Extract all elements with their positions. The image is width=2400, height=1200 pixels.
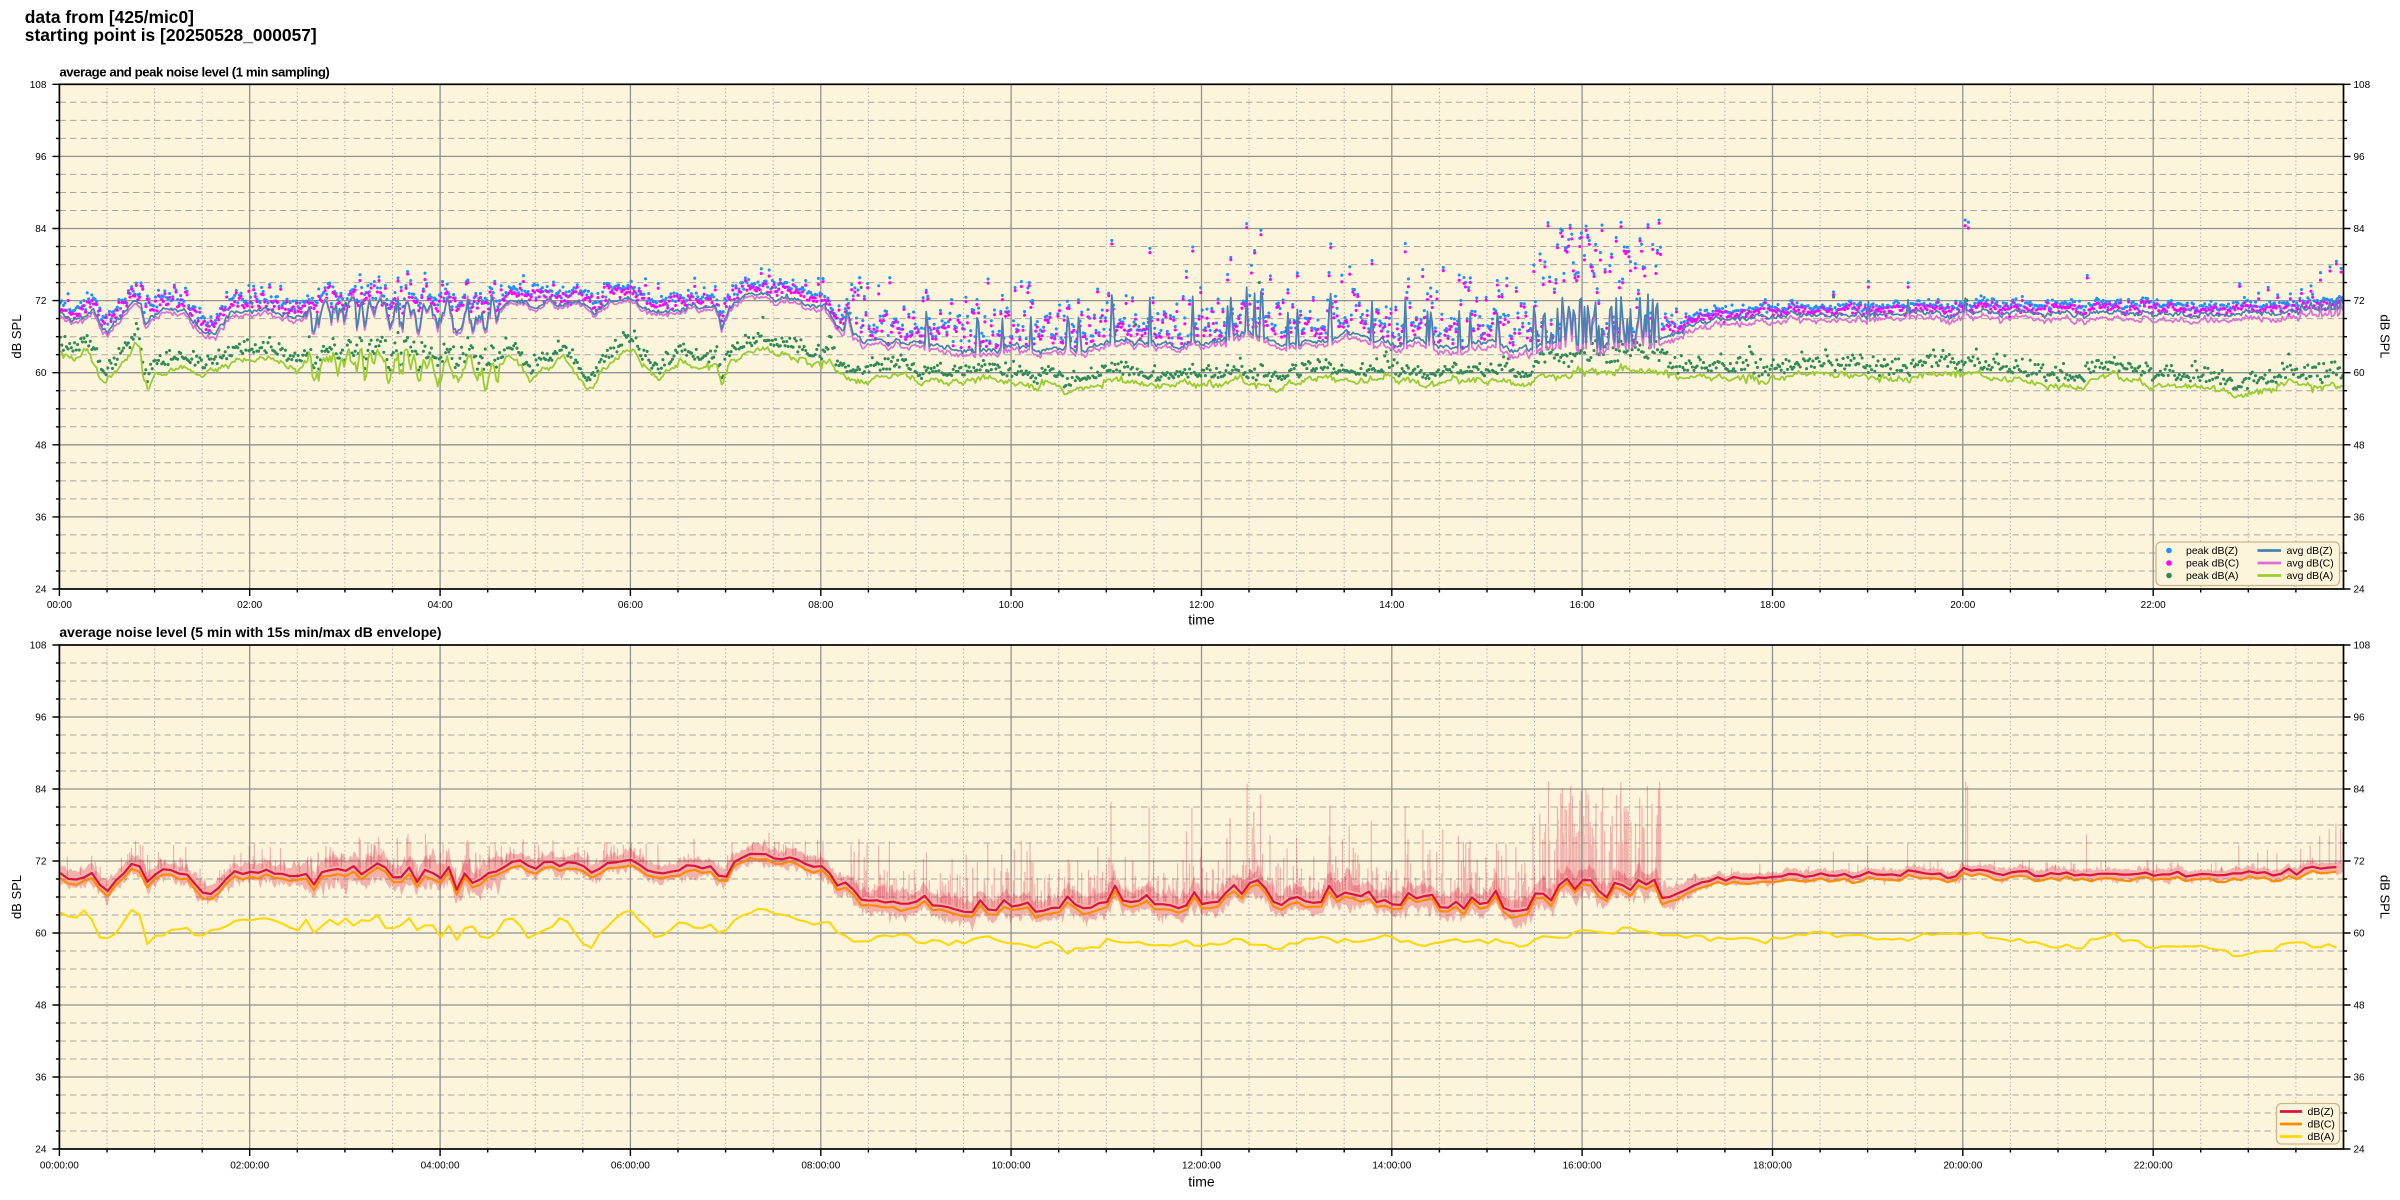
svg-text:84: 84 (35, 785, 47, 796)
svg-text:dB(C): dB(C) (2308, 1119, 2335, 1131)
svg-text:72: 72 (2354, 857, 2366, 868)
svg-text:84: 84 (35, 224, 47, 235)
svg-text:starting point is [20250528_00: starting point is [20250528_000057] (25, 25, 317, 45)
svg-text:dB SPL: dB SPL (2378, 315, 2393, 359)
svg-text:14:00:00: 14:00:00 (1372, 1161, 1411, 1172)
svg-text:dB(Z): dB(Z) (2308, 1106, 2334, 1118)
svg-text:data from [425/mic0]: data from [425/mic0] (25, 7, 194, 27)
svg-text:16:00:00: 16:00:00 (1563, 1161, 1602, 1172)
svg-text:60: 60 (35, 368, 47, 379)
svg-text:60: 60 (35, 929, 47, 940)
svg-text:00:00: 00:00 (47, 600, 72, 611)
svg-text:dB(A): dB(A) (2308, 1131, 2335, 1143)
svg-text:avg dB(Z): avg dB(Z) (2287, 545, 2333, 557)
svg-text:peak dB(A): peak dB(A) (2186, 570, 2239, 582)
svg-text:time: time (1188, 1174, 1215, 1190)
svg-text:time: time (1188, 612, 1215, 628)
svg-text:72: 72 (2354, 296, 2366, 307)
svg-text:dB SPL: dB SPL (9, 875, 24, 919)
svg-text:24: 24 (2354, 1145, 2366, 1156)
svg-text:06:00:00: 06:00:00 (611, 1161, 650, 1172)
svg-text:96: 96 (2354, 713, 2366, 724)
svg-text:96: 96 (35, 713, 47, 724)
svg-text:04:00: 04:00 (428, 600, 453, 611)
svg-text:84: 84 (2354, 785, 2366, 796)
svg-text:60: 60 (2354, 929, 2366, 940)
svg-text:20:00:00: 20:00:00 (1943, 1161, 1982, 1172)
svg-text:06:00: 06:00 (618, 600, 643, 611)
svg-text:10:00:00: 10:00:00 (992, 1161, 1031, 1172)
svg-text:average noise level (5 min wit: average noise level (5 min with 15s min/… (59, 624, 441, 640)
svg-text:36: 36 (35, 1073, 47, 1084)
svg-text:peak dB(Z): peak dB(Z) (2186, 545, 2238, 557)
svg-text:avg dB(C): avg dB(C) (2287, 558, 2334, 570)
svg-text:08:00: 08:00 (808, 600, 833, 611)
svg-text:96: 96 (2354, 152, 2366, 163)
svg-text:08:00:00: 08:00:00 (801, 1161, 840, 1172)
svg-text:24: 24 (35, 585, 47, 596)
svg-text:18:00:00: 18:00:00 (1753, 1161, 1792, 1172)
svg-text:02:00:00: 02:00:00 (230, 1161, 269, 1172)
svg-text:18:00: 18:00 (1760, 600, 1785, 611)
svg-text:24: 24 (2354, 585, 2366, 596)
svg-text:peak dB(C): peak dB(C) (2186, 558, 2239, 570)
svg-text:dB SPL: dB SPL (2378, 875, 2393, 919)
svg-text:108: 108 (2354, 80, 2371, 91)
svg-text:12:00: 12:00 (1189, 600, 1214, 611)
svg-text:avg dB(A): avg dB(A) (2287, 570, 2334, 582)
svg-text:20:00: 20:00 (1950, 600, 1975, 611)
svg-text:10:00: 10:00 (999, 600, 1024, 611)
svg-text:22:00:00: 22:00:00 (2134, 1161, 2173, 1172)
svg-text:108: 108 (2354, 641, 2371, 652)
svg-text:22:00: 22:00 (2141, 600, 2166, 611)
svg-text:04:00:00: 04:00:00 (421, 1161, 460, 1172)
svg-text:02:00: 02:00 (237, 600, 262, 611)
svg-text:dB SPL: dB SPL (9, 315, 24, 359)
svg-text:108: 108 (30, 641, 47, 652)
svg-text:48: 48 (35, 1001, 47, 1012)
svg-text:48: 48 (2354, 1001, 2366, 1012)
svg-text:12:00:00: 12:00:00 (1182, 1161, 1221, 1172)
svg-text:48: 48 (35, 440, 47, 451)
svg-text:36: 36 (2354, 1073, 2366, 1084)
svg-text:108: 108 (30, 80, 47, 91)
svg-text:36: 36 (2354, 512, 2366, 523)
svg-text:16:00: 16:00 (1570, 600, 1595, 611)
svg-text:00:00:00: 00:00:00 (40, 1161, 79, 1172)
svg-text:96: 96 (35, 152, 47, 163)
svg-text:48: 48 (2354, 440, 2366, 451)
svg-text:14:00: 14:00 (1379, 600, 1404, 611)
svg-text:average and peak noise level (: average and peak noise level (1 min samp… (59, 64, 329, 79)
svg-text:72: 72 (35, 857, 47, 868)
svg-text:84: 84 (2354, 224, 2366, 235)
svg-text:24: 24 (35, 1145, 47, 1156)
svg-text:36: 36 (35, 512, 47, 523)
svg-text:60: 60 (2354, 368, 2366, 379)
svg-text:72: 72 (35, 296, 47, 307)
